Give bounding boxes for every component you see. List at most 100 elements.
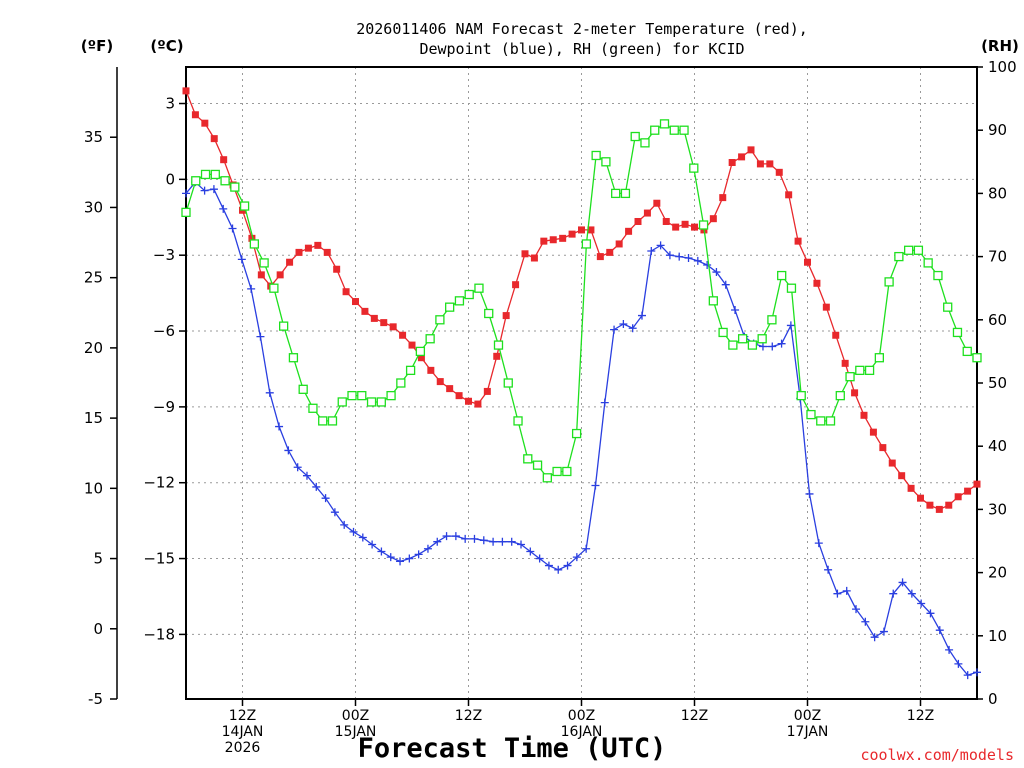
temperature-point [323, 248, 331, 256]
rh-point [581, 239, 592, 249]
temperature-point [295, 248, 303, 256]
time-tick-label: 00Z [342, 708, 369, 724]
temperature-point [719, 194, 727, 202]
dewpoint-point [330, 508, 339, 517]
dewpoint-point [209, 185, 218, 194]
temperature-point [926, 501, 934, 509]
rh-point [845, 372, 855, 382]
dewpoint-point [256, 332, 265, 341]
dewpoint-point [414, 550, 423, 559]
temperature-point [728, 159, 736, 167]
temperature-point [907, 484, 915, 492]
temperature-point [672, 223, 680, 231]
rh-series [181, 119, 982, 483]
dewpoint-point [619, 320, 628, 329]
rh-point [698, 220, 709, 230]
dewpoint-point [479, 536, 488, 545]
temperature-point [606, 248, 614, 256]
rh-point [181, 207, 191, 218]
time-tick-label: 12Z [907, 708, 934, 724]
dewpoint-point [852, 605, 861, 614]
temperature-point [964, 487, 972, 495]
temperature-point [634, 217, 642, 225]
rh-point [620, 188, 631, 199]
chart-title-line1: 2026011406 NAM Forecast 2-meter Temperat… [356, 20, 808, 38]
celsius-tick-label: −3 [153, 246, 175, 264]
celsius-tick-label: −6 [153, 322, 175, 340]
temperature-point [342, 288, 350, 296]
temperature-point [455, 392, 463, 400]
celsius-tick-label: −9 [153, 398, 175, 416]
rh-point [894, 251, 904, 262]
rh-point [298, 384, 308, 394]
rh-point [943, 302, 953, 312]
rh-axis: 0 10 20 30 40 50 60 70 80 90 100 [977, 58, 1017, 708]
temperature-point [756, 160, 764, 168]
rh-point [913, 245, 924, 255]
rh-point [825, 416, 836, 426]
rh-point [347, 390, 357, 401]
temperature-point [380, 319, 388, 327]
temperature-point [794, 237, 802, 245]
rh-point [493, 340, 504, 350]
dewpoint-point [684, 254, 693, 263]
temperature-point [408, 341, 416, 349]
dewpoint-point [647, 246, 656, 255]
rh-point [327, 416, 338, 426]
fahrenheit-axis-label: (ºF) [81, 37, 113, 55]
rh-point [484, 308, 494, 319]
dewpoint-point [526, 547, 535, 556]
dewpoint-point [182, 189, 190, 198]
plot-frame [185, 66, 978, 700]
time-tick-label: 00Z [568, 708, 595, 724]
rh-point [405, 365, 416, 376]
temperature-point [851, 389, 859, 397]
dewpoint-point [489, 537, 498, 546]
temperature-point [596, 253, 604, 261]
dewpoint-point [433, 537, 442, 546]
temperature-point [747, 146, 755, 154]
dewpoint-point [861, 617, 870, 626]
rh-tick-label: 100 [988, 58, 1017, 76]
dewpoint-point [517, 540, 526, 549]
rh-point [816, 416, 826, 426]
dewpoint-point [284, 446, 293, 455]
rh-point [874, 353, 884, 363]
dewpoint-point [712, 268, 721, 277]
rh-point [884, 277, 894, 287]
dewpoint-point [656, 241, 665, 250]
rh-point [806, 409, 816, 420]
rh-point [718, 327, 728, 338]
rh-point [552, 466, 562, 477]
time-tick-label: 14JAN [222, 724, 264, 740]
dewpoint-point [973, 668, 981, 677]
dewpoint-point [786, 321, 795, 330]
rh-point [571, 428, 582, 439]
dewpoint-point [824, 565, 833, 574]
dewpoint-point [703, 261, 712, 270]
rh-point [318, 416, 328, 426]
rh-point [562, 466, 572, 477]
temperature-point [399, 331, 407, 339]
temperature-point [973, 480, 981, 488]
dewpoint-point [907, 589, 916, 598]
rh-point [835, 390, 845, 401]
dewpoint-point [917, 599, 926, 608]
dewpoint-point [758, 342, 767, 351]
temperature-point [248, 234, 256, 242]
temperature-point [389, 323, 397, 331]
temperature-point [314, 241, 322, 249]
temperature-point [935, 505, 943, 513]
temperature-point [860, 411, 868, 419]
fahrenheit-tick-label: 0 [93, 620, 103, 638]
fahrenheit-tick-label: 20 [84, 339, 103, 357]
rh-point [396, 378, 406, 388]
temperature-point [465, 397, 472, 405]
dewpoint-point [600, 398, 609, 407]
temperature-point [304, 244, 312, 252]
temperature-point [276, 271, 284, 279]
celsius-axis: −18 −15 −12 −9 −6 −3 0 3 [143, 95, 186, 643]
grid-lines [186, 67, 977, 699]
